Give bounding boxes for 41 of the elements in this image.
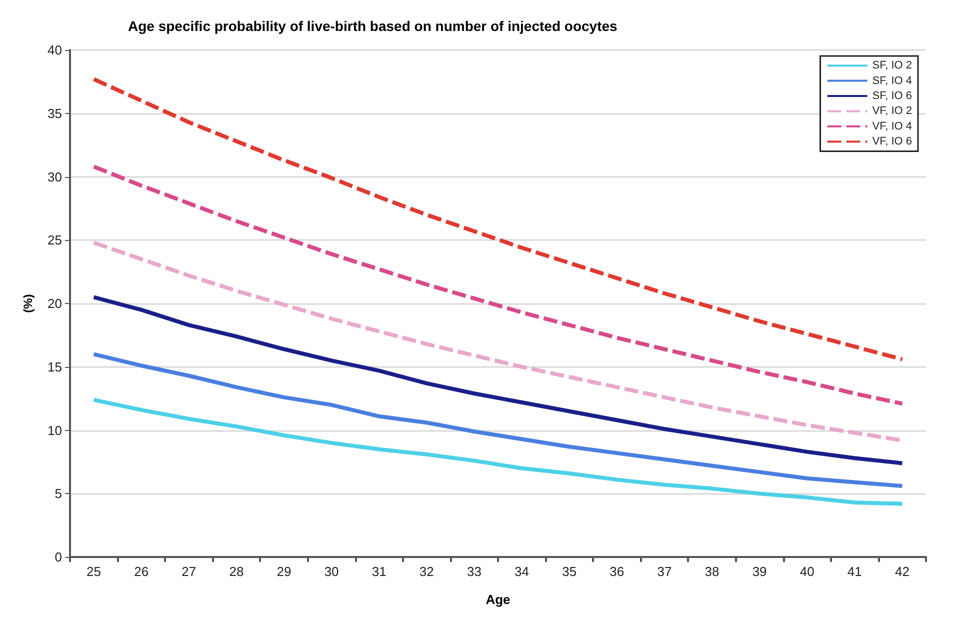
x-tick-label: 38 <box>704 564 720 579</box>
y-tick-label: 20 <box>48 296 62 311</box>
y-tick-label: 35 <box>48 106 62 121</box>
x-tick-label: 25 <box>86 564 102 579</box>
x-tick-label: 42 <box>894 564 910 579</box>
y-tick-label: 0 <box>54 550 62 564</box>
x-tick-label: 32 <box>419 564 434 579</box>
y-tick-label: 5 <box>54 486 62 502</box>
y-tick-label: 30 <box>48 169 62 184</box>
x-tick-label: 41 <box>847 564 862 579</box>
legend-label: SF, IO 2 <box>872 60 912 72</box>
x-tick-label: 36 <box>610 564 624 579</box>
legend-label: VF, IO 6 <box>872 136 912 148</box>
y-axis-title: (%) <box>21 294 35 313</box>
y-tick-label: 15 <box>48 359 62 374</box>
x-tick-label: 39 <box>752 564 767 579</box>
legend-label: VF, IO 4 <box>872 120 912 132</box>
x-tick-label: 37 <box>657 564 672 579</box>
line-series <box>92 77 904 362</box>
legend-label: SF, IO 6 <box>872 90 912 102</box>
x-axis-title: Age <box>486 592 510 607</box>
x-tick-label: 29 <box>276 564 292 579</box>
y-tick-label: 40 <box>48 42 62 58</box>
line-series <box>92 295 904 466</box>
legend-label: SF, IO 4 <box>872 74 912 87</box>
x-tick-label: 31 <box>372 564 386 579</box>
x-tick-label: 40 <box>800 564 814 579</box>
line-series <box>92 164 904 406</box>
legend-label: VF, IO 2 <box>872 105 912 118</box>
x-tick-label: 34 <box>514 564 530 579</box>
y-tick-label: 25 <box>48 232 62 248</box>
y-tick-label: 10 <box>48 422 62 438</box>
x-tick-label: 28 <box>229 564 244 579</box>
x-tick-label: 30 <box>324 564 339 579</box>
line-series <box>92 398 904 506</box>
line-series <box>92 352 904 488</box>
x-tick-label: 27 <box>182 564 196 579</box>
x-tick-label: 35 <box>562 564 577 579</box>
x-tick-label: 26 <box>134 564 149 579</box>
x-tick-label: 33 <box>466 564 482 579</box>
chart-title: Age specific probability of live-birth based on number of injected oocytes <box>128 18 618 34</box>
